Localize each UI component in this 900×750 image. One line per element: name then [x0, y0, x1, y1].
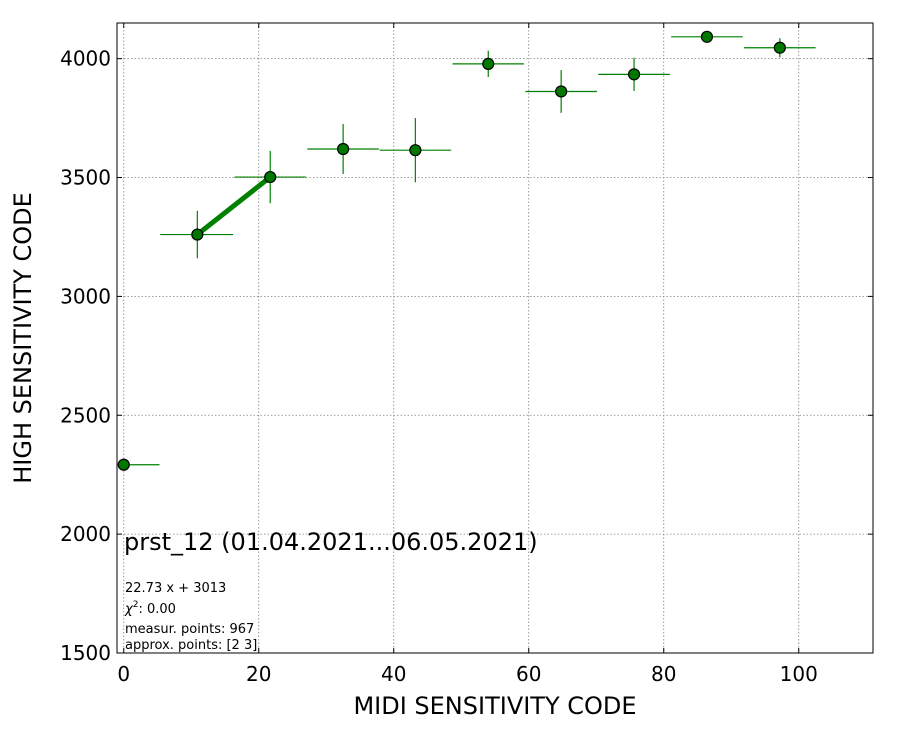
y-tick-label: 2000	[60, 522, 111, 546]
data-point	[700, 30, 714, 43]
x-axis-label: MIDI SENSITIVITY CODE	[353, 692, 636, 720]
x-tick-label: 0	[117, 662, 130, 686]
x-tick-label: 20	[246, 662, 271, 686]
data-point	[264, 170, 277, 184]
y-tick-label: 2500	[60, 403, 111, 427]
plot-frame	[116, 22, 874, 654]
chi-square-label: χ2: 0.00	[124, 600, 176, 617]
x-tick-label: 40	[381, 662, 406, 686]
chi-square-value: 0.00	[147, 602, 176, 617]
data-point	[409, 144, 422, 157]
data-point	[337, 142, 350, 156]
fit-line-group	[195, 175, 272, 237]
x-tick-label: 100	[780, 662, 818, 686]
y-axis-label: HIGH SENSITIVITY CODE	[9, 192, 37, 484]
x-tick-label: 60	[516, 662, 541, 686]
x-tick-label: 80	[651, 662, 676, 686]
fit-equation: 22.73 x + 3013	[125, 581, 226, 596]
data-point	[191, 228, 204, 241]
error-bars	[123, 36, 816, 466]
y-tick-label: 1500	[60, 641, 111, 665]
data-point	[482, 57, 495, 70]
data-point	[555, 85, 568, 98]
data-point	[117, 458, 130, 471]
approx-points: approx. points: [2 3]	[125, 638, 257, 653]
axis-ticks: 0 20 40 60 80 100 1500 2000 2500 3000 3500 4000	[60, 23, 873, 686]
grid	[117, 23, 873, 653]
fit-line	[195, 175, 272, 237]
measurement-points: measur. points: 967	[125, 622, 254, 637]
y-tick-label: 3000	[60, 284, 111, 308]
y-tick-label: 3500	[60, 166, 111, 190]
data-point	[773, 41, 786, 54]
data-points	[117, 30, 786, 471]
data-point	[627, 68, 641, 81]
y-tick-label: 4000	[60, 47, 111, 71]
chart-title: prst_12 (01.04.2021...06.05.2021)	[124, 528, 538, 556]
